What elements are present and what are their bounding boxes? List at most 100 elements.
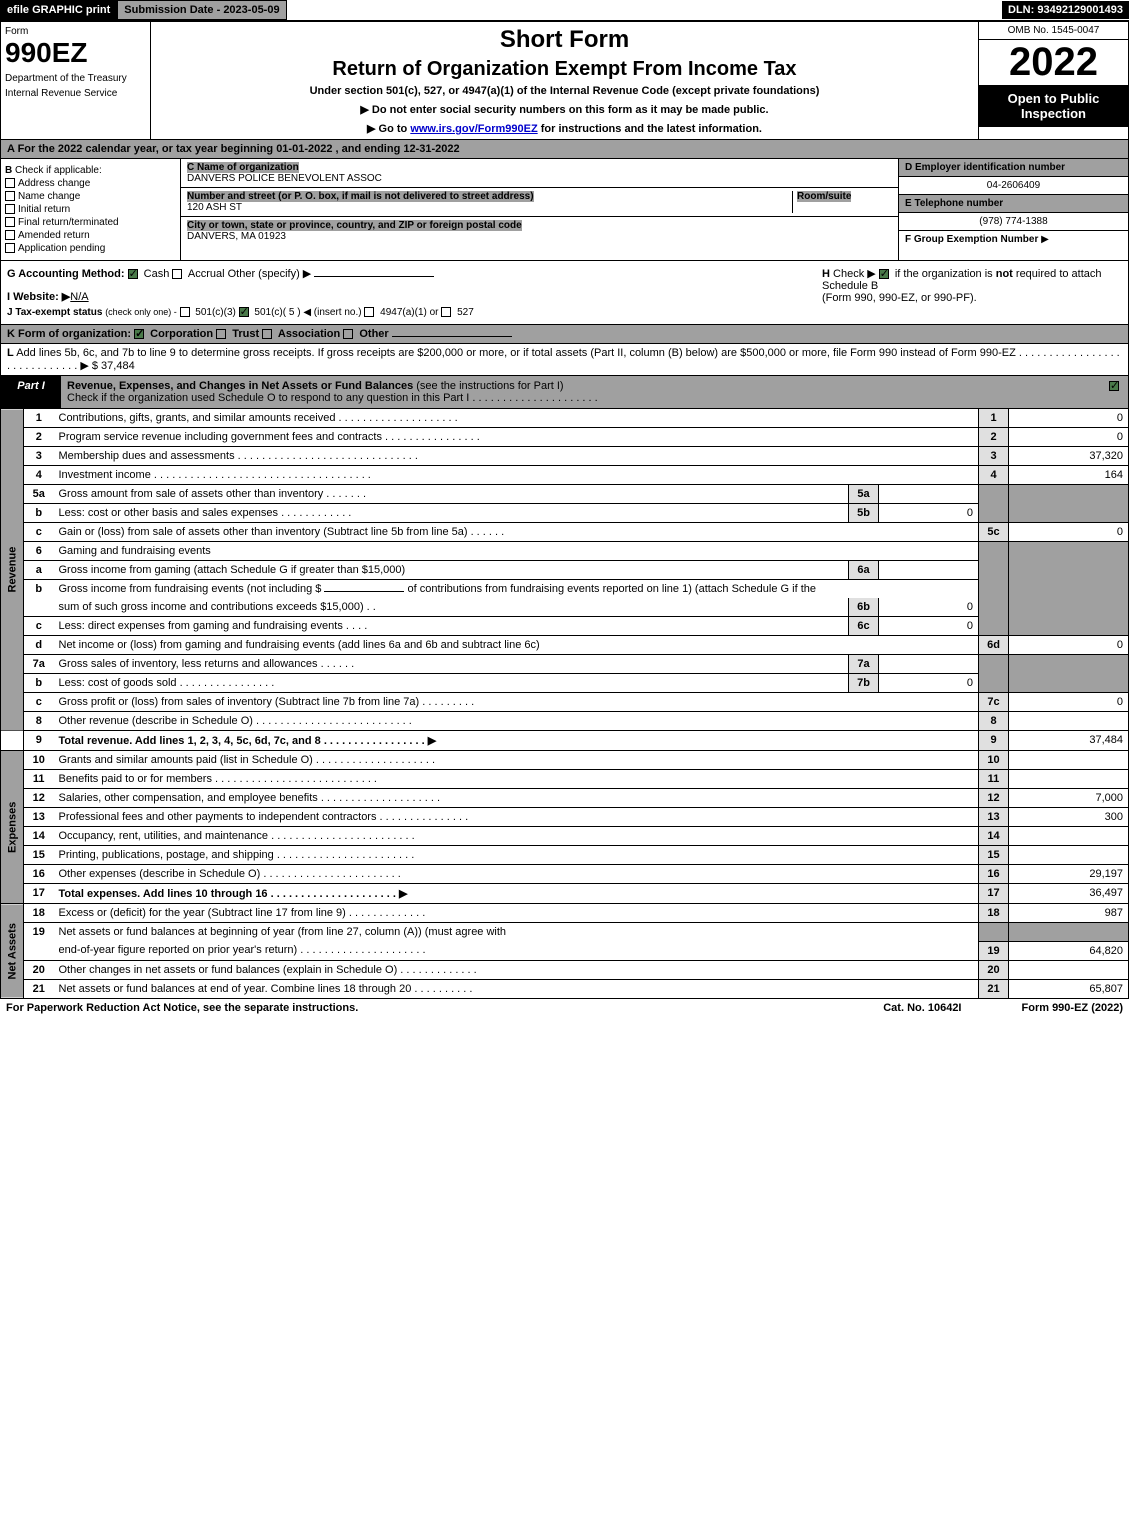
- l-text: Add lines 5b, 6c, and 7b to line 9 to de…: [7, 347, 1120, 372]
- line-2-num: 2: [24, 428, 54, 447]
- corporation-label: Corporation: [150, 328, 213, 340]
- corporation-checkbox[interactable]: [134, 329, 144, 339]
- line-5c-rnum: 5c: [979, 523, 1009, 542]
- line-4-rnum: 4: [979, 466, 1009, 485]
- telephone-label: E Telephone number: [899, 195, 1128, 213]
- l-value: 37,484: [101, 360, 135, 372]
- under-section: Under section 501(c), 527, or 4947(a)(1)…: [155, 85, 974, 97]
- line-7a-desc: Gross sales of inventory, less returns a…: [54, 655, 849, 674]
- line-6a-sv: [879, 561, 979, 580]
- dept-treasury: Department of the Treasury: [5, 73, 146, 84]
- other-specify-label: Other (specify) ▶: [228, 268, 312, 280]
- 501c3-checkbox[interactable]: [180, 307, 190, 317]
- arrow-icon: ▶: [1041, 234, 1049, 245]
- association-checkbox[interactable]: [262, 329, 272, 339]
- 501c3-label: 501(c)(3): [195, 307, 236, 318]
- schedule-b-checkbox[interactable]: [879, 269, 889, 279]
- i-website-label: I Website: ▶: [7, 291, 70, 303]
- line-9-num: 9: [24, 731, 54, 751]
- line-17-val: 36,497: [1009, 884, 1129, 904]
- other-specify-input[interactable]: [314, 276, 434, 277]
- line-9-val: 37,484: [1009, 731, 1129, 751]
- line-15-rnum: 15: [979, 846, 1009, 865]
- line-5b-num: b: [24, 504, 54, 523]
- line-5c-desc: Gain or (loss) from sale of assets other…: [54, 523, 979, 542]
- row-g-h: G Accounting Method: Cash Accrual Other …: [0, 261, 1129, 325]
- section-b-c-d: B Check if applicable: Address change Na…: [0, 159, 1129, 261]
- initial-return-checkbox[interactable]: [5, 204, 15, 214]
- application-pending-checkbox[interactable]: [5, 243, 15, 253]
- line-4-desc: Investment income . . . . . . . . . . . …: [54, 466, 979, 485]
- dln-number: DLN: 93492129001493: [1002, 1, 1129, 19]
- line-6a-desc: Gross income from gaming (attach Schedul…: [54, 561, 849, 580]
- form-word: Form: [5, 26, 146, 37]
- c-label: C: [187, 162, 194, 173]
- line-6c-num: c: [24, 617, 54, 636]
- line-5ab-shaded-val: [1009, 485, 1129, 523]
- header-center: Short Form Return of Organization Exempt…: [151, 22, 978, 139]
- line-5a-desc: Gross amount from sale of assets other t…: [54, 485, 849, 504]
- address-change-checkbox[interactable]: [5, 178, 15, 188]
- line-20-val: [1009, 960, 1129, 979]
- h-label: H: [822, 268, 830, 280]
- return-title: Return of Organization Exempt From Incom…: [155, 58, 974, 81]
- revenue-bottom-spacer: [1, 731, 24, 751]
- line-6b-d2: of contributions from fundraising events…: [408, 583, 816, 595]
- name-change-checkbox[interactable]: [5, 191, 15, 201]
- line-9-rnum: 9: [979, 731, 1009, 751]
- form-footer-label: Form 990-EZ (2022): [1022, 1002, 1124, 1014]
- footer-form-post: (2022): [1088, 1002, 1123, 1014]
- room-label: Room/suite: [797, 191, 851, 202]
- org-name: DANVERS POLICE BENEVOLENT ASSOC: [187, 173, 382, 184]
- line-16-desc: Other expenses (describe in Schedule O) …: [54, 865, 979, 884]
- cash-checkbox[interactable]: [128, 269, 138, 279]
- amended-return-checkbox[interactable]: [5, 230, 15, 240]
- schedule-o-checkbox[interactable]: [1109, 381, 1119, 391]
- line-5a-num: 5a: [24, 485, 54, 504]
- catalog-number: Cat. No. 10642I: [883, 1002, 961, 1014]
- trust-label: Trust: [232, 328, 259, 340]
- ssn-warning: ▶ Do not enter social security numbers o…: [155, 103, 974, 116]
- other-org-input[interactable]: [392, 336, 512, 337]
- irs-link[interactable]: www.irs.gov/Form990EZ: [410, 123, 537, 135]
- other-org-checkbox[interactable]: [343, 329, 353, 339]
- accrual-checkbox[interactable]: [172, 269, 182, 279]
- efile-print-button[interactable]: efile GRAPHIC print: [0, 0, 117, 20]
- line-11-num: 11: [24, 770, 54, 789]
- line-1-val: 0: [1009, 409, 1129, 428]
- row-l: L Add lines 5b, 6c, and 7b to line 9 to …: [0, 344, 1129, 376]
- line-6b-sn: 6b: [849, 598, 879, 617]
- accrual-label: Accrual: [188, 268, 225, 280]
- check-if-label: Check if applicable:: [15, 165, 102, 176]
- line-6b-blank[interactable]: [324, 591, 404, 592]
- row-k: K Form of organization: Corporation Trus…: [0, 325, 1129, 344]
- line-15-val: [1009, 846, 1129, 865]
- line-10-val: [1009, 751, 1129, 770]
- line-12-desc: Salaries, other compensation, and employ…: [54, 789, 979, 808]
- line-17-desc: Total expenses. Add lines 10 through 16 …: [54, 884, 979, 904]
- line-12-val: 7,000: [1009, 789, 1129, 808]
- line-8-val: [1009, 712, 1129, 731]
- goto-post: for instructions and the latest informat…: [538, 123, 762, 135]
- column-d-e-f: D Employer identification number 04-2606…: [898, 159, 1128, 260]
- line-1-desc: Contributions, gifts, grants, and simila…: [54, 409, 979, 428]
- line-7c-num: c: [24, 693, 54, 712]
- 501c-checkbox[interactable]: [239, 307, 249, 317]
- trust-checkbox[interactable]: [216, 329, 226, 339]
- website-value: N/A: [70, 291, 88, 303]
- line-11-rnum: 11: [979, 770, 1009, 789]
- line-11-val: [1009, 770, 1129, 789]
- line-6a-num: a: [24, 561, 54, 580]
- line-18-val: 987: [1009, 904, 1129, 923]
- line-4-num: 4: [24, 466, 54, 485]
- line-16-val: 29,197: [1009, 865, 1129, 884]
- line-13-desc: Professional fees and other payments to …: [54, 808, 979, 827]
- header-left: Form 990EZ Department of the Treasury In…: [1, 22, 151, 139]
- line-9-desc: Total revenue. Add lines 1, 2, 3, 4, 5c,…: [54, 731, 979, 751]
- final-return-checkbox[interactable]: [5, 217, 15, 227]
- 527-checkbox[interactable]: [441, 307, 451, 317]
- line-20-num: 20: [24, 960, 54, 979]
- h-text2: if the organization is: [895, 268, 996, 280]
- 4947-checkbox[interactable]: [364, 307, 374, 317]
- line-19-shaded: [979, 923, 1009, 942]
